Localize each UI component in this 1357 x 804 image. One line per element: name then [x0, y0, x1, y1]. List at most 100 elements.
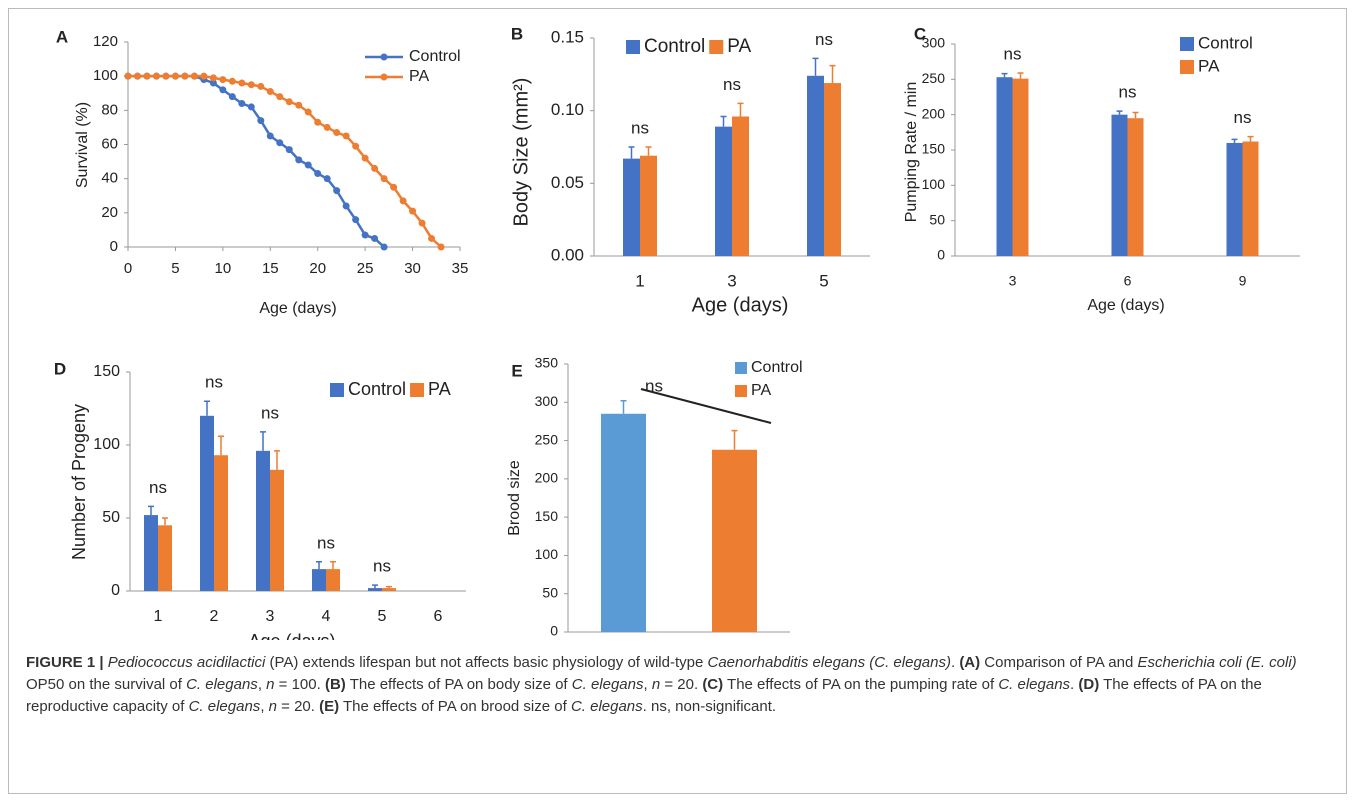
panel-label: C [914, 24, 926, 43]
caption-text: (PA) extends lifespan but not affects ba… [265, 654, 708, 671]
y-tick-label: 250 [922, 70, 946, 86]
y-tick-label: 350 [535, 355, 559, 371]
y-tick-label: 0 [111, 582, 120, 599]
point [266, 88, 274, 96]
x-tick-label: 1 [635, 271, 644, 290]
legend-swatch [709, 40, 724, 54]
panel-label: E [511, 361, 522, 380]
bar [312, 569, 326, 591]
caption-text: C. elegans [186, 676, 258, 693]
bar [1226, 142, 1243, 256]
x-tick-label: 4 [322, 608, 331, 625]
x-tick-label: 6 [434, 608, 443, 625]
point [304, 161, 312, 169]
panel-label: D [54, 359, 66, 378]
point [342, 202, 350, 210]
caption-text: Pediococcus acidilactici [107, 654, 266, 671]
y-tick-label: 0.10 [551, 100, 584, 119]
bar [326, 569, 340, 591]
error-bar [1001, 72, 1008, 78]
panel-label: B [511, 24, 523, 43]
legend-label: PA [1198, 56, 1220, 75]
legend-marker [380, 73, 388, 81]
point [133, 72, 141, 80]
x-tick-label: 5 [171, 260, 179, 277]
point [352, 216, 360, 224]
point [257, 117, 265, 125]
line [128, 74, 385, 248]
point [247, 81, 255, 89]
bar [200, 415, 214, 591]
y-tick-label: 300 [922, 35, 946, 51]
x-tick-label: 1 [154, 608, 163, 625]
point [238, 79, 246, 87]
y-axis-label: Brood size [506, 460, 523, 536]
x-tick-label: 2 [210, 608, 219, 625]
legend-label: PA [751, 382, 771, 399]
y-tick-label: 120 [93, 33, 118, 50]
x-tick-label: 5 [378, 608, 387, 625]
y-tick-label: 40 [101, 170, 118, 187]
x-axis-label: Age (days) [248, 631, 335, 640]
x-tick-label: 3 [266, 608, 275, 625]
bar [382, 588, 396, 591]
caption-text: n [268, 698, 277, 715]
error-bar [720, 115, 727, 127]
x-tick-label: 3 [1009, 273, 1017, 289]
y-tick-label: 50 [929, 211, 945, 227]
x-tick-label: 5 [819, 271, 828, 290]
bar [144, 515, 158, 591]
point [266, 132, 274, 140]
point [371, 164, 379, 172]
point [418, 219, 426, 227]
bar [623, 158, 640, 256]
point [314, 170, 322, 178]
annotation: ns [645, 376, 663, 395]
error-bar [812, 57, 819, 76]
y-tick-label: 50 [102, 509, 120, 526]
point [342, 132, 350, 140]
point [323, 123, 331, 131]
point [399, 197, 407, 205]
x-axis-label: Age (days) [259, 300, 336, 317]
point [276, 139, 284, 147]
bar [256, 450, 270, 591]
x-tick-label: 10 [215, 260, 232, 277]
error-bar [148, 505, 154, 516]
point [209, 79, 217, 87]
caption-text: . [1070, 676, 1079, 693]
error-bar [1132, 111, 1139, 119]
caption-text: = 100. [274, 676, 325, 693]
point [162, 72, 170, 80]
annotation: ns [1119, 83, 1137, 102]
error-bar [737, 102, 744, 117]
y-axis-label: Number of Progeny [69, 404, 89, 560]
point [380, 175, 388, 183]
y-axis-label: Pumping Rate / min [903, 82, 920, 223]
error-bar [162, 517, 168, 526]
caption-text: n [651, 676, 661, 693]
y-tick-label: 200 [535, 470, 559, 486]
annotation: ns [1234, 108, 1252, 127]
y-tick-label: 0.05 [551, 173, 584, 192]
x-tick-label: 20 [309, 260, 326, 277]
y-tick-label: 100 [93, 436, 120, 453]
point [238, 100, 246, 107]
point [219, 86, 227, 94]
y-tick-label: 100 [535, 546, 559, 562]
caption-text: (C) [702, 676, 724, 693]
legend-label: Control [751, 359, 803, 376]
caption-text: Caenorhabditis elegans (C. elegans) [707, 654, 951, 671]
caption-text: C. elegans [571, 676, 644, 693]
point [390, 183, 398, 191]
legend-label: PA [727, 36, 751, 57]
annotation: ns [261, 403, 279, 422]
point [257, 82, 265, 90]
annotation: ns [631, 118, 649, 137]
bar [601, 413, 646, 632]
annotation: ns [373, 557, 391, 576]
error-bar [731, 429, 738, 450]
point [219, 76, 227, 84]
point [437, 243, 445, 251]
bar [1242, 141, 1259, 256]
